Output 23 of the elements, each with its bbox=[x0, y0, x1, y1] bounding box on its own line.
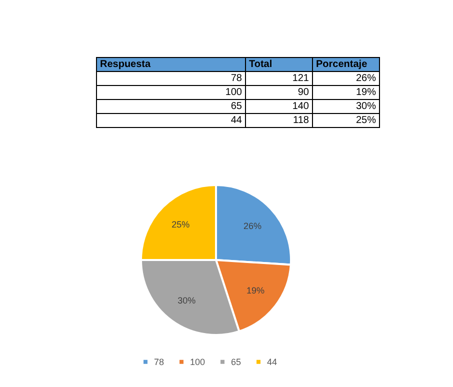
text: Total bbox=[246, 58, 312, 72]
legend-label: 44 bbox=[267, 356, 278, 367]
text: 65 bbox=[96, 100, 246, 114]
text: 140 bbox=[246, 100, 312, 114]
text: 78 bbox=[96, 72, 246, 86]
text: Porcentaje bbox=[312, 58, 380, 72]
text: 25% bbox=[312, 114, 380, 128]
data-label: 25% bbox=[172, 220, 190, 230]
data-label: 19% bbox=[246, 286, 265, 296]
text: 44 bbox=[96, 114, 246, 128]
text: 30% bbox=[312, 100, 380, 114]
text: 118 bbox=[246, 114, 312, 128]
text: 100 bbox=[96, 86, 246, 100]
text: Respuesta bbox=[96, 58, 246, 72]
legend-label: 78 bbox=[154, 356, 164, 367]
text: 26% bbox=[312, 72, 380, 86]
text: 19% bbox=[312, 86, 380, 100]
text: 90 bbox=[246, 86, 312, 100]
data-label: 30% bbox=[178, 295, 196, 306]
legend-label: 65 bbox=[231, 356, 242, 367]
legend-label: 100 bbox=[190, 356, 206, 367]
text: 121 bbox=[246, 72, 312, 86]
data-label: 26% bbox=[243, 220, 262, 231]
